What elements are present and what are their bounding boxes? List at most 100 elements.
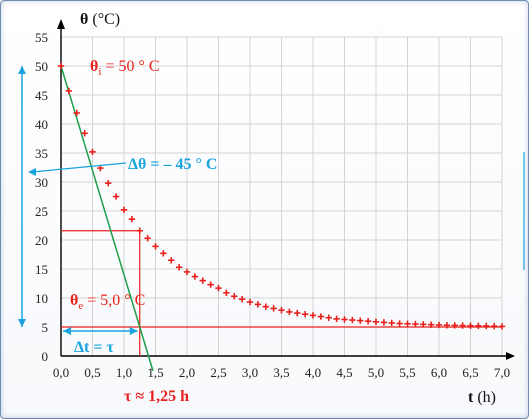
y-tick-labels: 0 5 10 15 20 25 30 35 40 45 50 55 bbox=[35, 30, 48, 364]
y-tick-label: 15 bbox=[35, 262, 48, 277]
data-point bbox=[136, 227, 143, 234]
data-point bbox=[490, 322, 498, 330]
data-point bbox=[364, 318, 372, 325]
x-tick-label: 0,5 bbox=[84, 365, 100, 380]
data-point bbox=[73, 109, 80, 117]
y-tick-label: 35 bbox=[35, 146, 48, 161]
y-tick-label: 25 bbox=[35, 204, 48, 219]
delta-theta-arrow bbox=[18, 66, 26, 327]
data-point bbox=[380, 319, 388, 326]
data-point bbox=[301, 311, 309, 318]
delta-theta-arrow-head bbox=[18, 319, 26, 327]
delta-t-annotation: Δt = τ bbox=[74, 339, 114, 356]
data-point bbox=[246, 298, 254, 306]
x-axis-arrow bbox=[506, 352, 515, 360]
x-tick-label: 4,0 bbox=[305, 365, 321, 380]
data-point bbox=[112, 193, 120, 200]
data-point bbox=[372, 318, 380, 325]
x-tick-label: 6,5 bbox=[462, 365, 478, 380]
y-tick-label: 45 bbox=[35, 88, 48, 103]
data-point bbox=[120, 206, 128, 214]
delta-t-arrow-head bbox=[63, 327, 71, 336]
data-point bbox=[152, 243, 159, 250]
data-point bbox=[57, 62, 65, 70]
data-point bbox=[412, 320, 419, 328]
data-point bbox=[427, 321, 435, 328]
data-point bbox=[191, 273, 199, 280]
data-point bbox=[483, 322, 490, 330]
data-point bbox=[238, 295, 246, 303]
y-tick-label: 55 bbox=[35, 30, 48, 45]
x-tick-label: 2,5 bbox=[210, 365, 226, 380]
data-point bbox=[451, 322, 458, 329]
tau-annotation: τ ≈ 1,25 h bbox=[124, 388, 189, 405]
data-point bbox=[223, 289, 230, 296]
data-point bbox=[396, 320, 403, 327]
x-tick-label: 2,0 bbox=[179, 365, 195, 380]
x-tick-labels: 0,0 0,5 1,0 1,5 2,0 2,5 3,0 3,5 4,0 4,5 5,0 5,5 6,0 6… bbox=[53, 365, 510, 380]
data-point bbox=[349, 316, 356, 324]
x-tick-label: 3,0 bbox=[242, 365, 258, 380]
data-point bbox=[207, 281, 214, 288]
data-point bbox=[357, 317, 364, 324]
x-tick-label: 5,0 bbox=[368, 365, 384, 380]
delta-theta-pointer-head bbox=[28, 168, 36, 176]
x-tick-label: 1,5 bbox=[147, 365, 163, 380]
data-point bbox=[160, 250, 167, 257]
data-point bbox=[388, 319, 395, 327]
data-point bbox=[262, 303, 269, 310]
data-point bbox=[317, 313, 325, 320]
x-tick-label: 5,5 bbox=[399, 365, 415, 380]
data-point bbox=[341, 316, 348, 323]
y-tick-label: 20 bbox=[35, 233, 48, 248]
tangent-line bbox=[60, 65, 154, 372]
data-point bbox=[286, 308, 293, 316]
y-tick-label: 50 bbox=[35, 59, 48, 74]
data-point bbox=[270, 305, 277, 312]
y-axis-arrow bbox=[57, 19, 65, 29]
x-tick-label: 4,5 bbox=[336, 365, 352, 380]
data-point bbox=[498, 323, 506, 330]
y-tick-label: 5 bbox=[42, 320, 49, 335]
x-tick-label: 3,5 bbox=[273, 365, 289, 380]
data-point bbox=[168, 257, 175, 264]
x-axis-title: t (h) bbox=[468, 389, 496, 406]
x-tick-label: 1,0 bbox=[116, 365, 132, 380]
x-tick-label: 6,0 bbox=[431, 365, 447, 380]
data-point bbox=[294, 309, 301, 317]
theta-e-annotation: θe = 5,0 ° C bbox=[70, 292, 145, 312]
data-points bbox=[57, 62, 506, 330]
data-point bbox=[175, 264, 183, 271]
data-point bbox=[278, 306, 285, 314]
delta-theta-pointer bbox=[28, 162, 127, 176]
data-point bbox=[65, 87, 73, 95]
data-point bbox=[475, 322, 482, 330]
x-tick-label: 7,0 bbox=[494, 365, 510, 380]
data-point bbox=[309, 312, 317, 319]
annotation-arrows bbox=[18, 66, 525, 336]
tangent-line-group bbox=[60, 65, 154, 372]
data-point bbox=[144, 235, 151, 242]
delta-theta-annotation: Δθ = – 45 ° C bbox=[128, 156, 217, 173]
data-point bbox=[467, 322, 474, 329]
data-point bbox=[199, 277, 206, 284]
x-tick-label: 0,0 bbox=[53, 365, 69, 380]
data-point bbox=[89, 148, 96, 156]
delta-theta-arrow-head bbox=[18, 66, 26, 74]
y-tick-label: 10 bbox=[35, 291, 48, 306]
data-point bbox=[215, 284, 222, 292]
data-point bbox=[404, 320, 411, 328]
data-point bbox=[183, 268, 191, 276]
data-point bbox=[231, 293, 238, 300]
y-tick-label: 40 bbox=[35, 117, 48, 132]
data-point bbox=[128, 215, 136, 223]
delta-t-arrow bbox=[63, 327, 138, 336]
data-point bbox=[105, 179, 112, 187]
delta-theta-pointer-line bbox=[31, 162, 127, 173]
y-tick-label: 0 bbox=[42, 349, 49, 364]
delta-t-arrow-head bbox=[129, 327, 138, 336]
data-point bbox=[81, 130, 88, 137]
data-point bbox=[435, 321, 443, 329]
